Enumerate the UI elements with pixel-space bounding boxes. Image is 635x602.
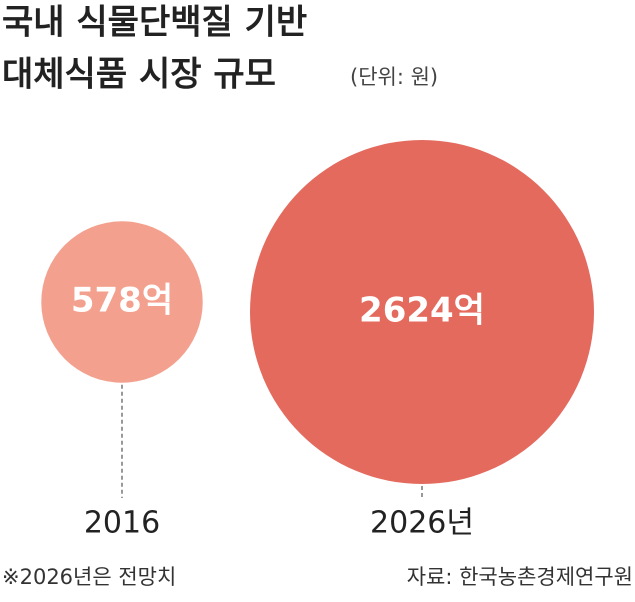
bubble bbox=[250, 140, 594, 484]
data-label: 2624억 bbox=[359, 291, 485, 331]
footnote: ※2026년은 전망치 bbox=[2, 565, 176, 589]
data-label: 578억 bbox=[71, 281, 173, 321]
x-label: 2026년 bbox=[370, 506, 474, 541]
chart-title: 국내 식물단백질 기반 bbox=[2, 3, 307, 43]
source: 자료: 한국농촌경제연구원 bbox=[407, 565, 633, 589]
bubble bbox=[41, 221, 203, 383]
x-label: 2016 bbox=[84, 506, 160, 541]
chart-title: 대체식품 시장 규모 bbox=[2, 55, 276, 95]
chart-subtitle: (단위: 원) bbox=[350, 65, 438, 89]
